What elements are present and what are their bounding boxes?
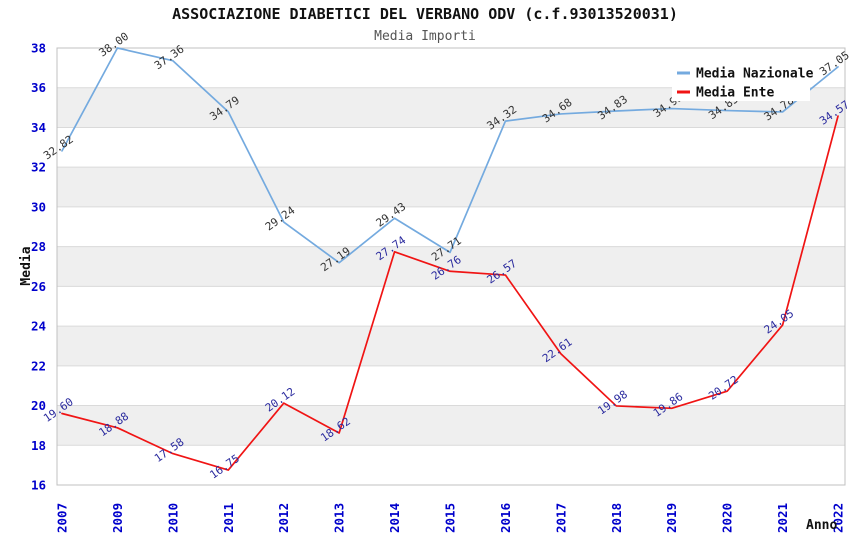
- legend-label-media-ente: Media Ente: [696, 86, 774, 101]
- x-tick-label: 2013: [332, 503, 347, 533]
- series-line-media-ente: [61, 115, 839, 471]
- x-tick-label: 2016: [498, 503, 513, 533]
- x-tick-label: 2010: [165, 503, 180, 533]
- y-axis-title: Media: [19, 246, 34, 285]
- series-line-media-nazionale: [61, 47, 839, 264]
- x-tick-label: 2012: [276, 503, 291, 533]
- x-tick-label: 2019: [664, 503, 679, 533]
- x-tick-label: 2022: [831, 503, 846, 533]
- y-tick-label: 26: [31, 279, 46, 294]
- plot-band: [57, 286, 845, 327]
- plot-band: [57, 206, 845, 247]
- y-tick-label: 22: [31, 358, 46, 373]
- x-axis-title: Anno: [806, 518, 837, 533]
- chart-subtitle: Media Importi: [374, 29, 476, 44]
- plot-band: [57, 445, 845, 485]
- y-tick-label: 32: [31, 160, 46, 175]
- y-tick-label: 20: [31, 398, 46, 413]
- y-tick-label: 34: [31, 120, 46, 135]
- x-tick-label: 2007: [55, 503, 70, 533]
- y-tick-label: 30: [31, 199, 46, 214]
- plot-band: [57, 246, 845, 287]
- plot-band: [57, 405, 845, 446]
- plot-band: [57, 365, 845, 406]
- x-tick-label: 2015: [443, 503, 458, 533]
- y-tick-label: 18: [31, 438, 46, 453]
- y-tick-label: 36: [31, 80, 46, 95]
- chart-title: ASSOCIAZIONE DIABETICI DEL VERBANO ODV (…: [172, 5, 678, 23]
- y-tick-label: 38: [31, 41, 46, 56]
- x-tick-label: 2021: [775, 503, 790, 533]
- x-tick-label: 2018: [609, 503, 624, 533]
- x-tick-label: 2020: [720, 503, 735, 533]
- legend-label-media-nazionale: Media Nazionale: [696, 67, 814, 82]
- x-tick-label: 2017: [553, 503, 568, 533]
- legend-box: [672, 57, 810, 101]
- x-tick-label: 2014: [387, 503, 402, 533]
- x-tick-label: 2009: [110, 503, 125, 533]
- plot-band: [57, 167, 845, 207]
- y-tick-label: 28: [31, 239, 46, 254]
- y-tick-label: 16: [31, 478, 46, 493]
- plot-band: [57, 326, 845, 366]
- y-tick-label: 24: [31, 319, 46, 334]
- x-tick-label: 2011: [221, 503, 236, 533]
- plot-border: [56, 47, 846, 486]
- plot-band: [57, 127, 845, 168]
